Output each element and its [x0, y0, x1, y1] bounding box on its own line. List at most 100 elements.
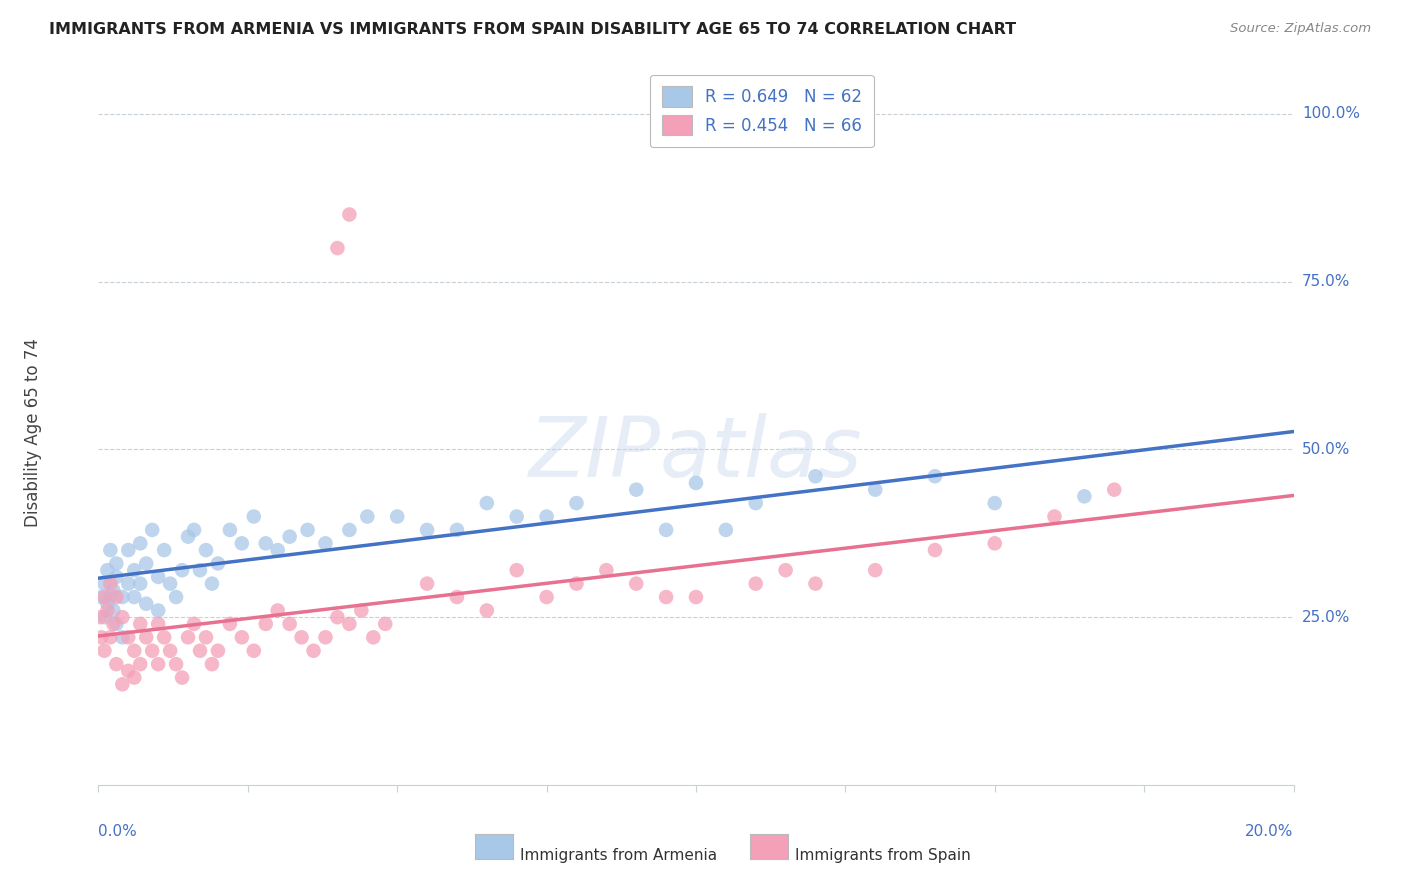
Point	[254, 536, 277, 550]
Point	[195, 543, 218, 558]
Point	[188, 644, 211, 658]
Point	[159, 576, 181, 591]
Point	[219, 523, 242, 537]
Point	[111, 677, 134, 691]
Point	[350, 603, 373, 617]
Point	[93, 644, 115, 658]
Point	[89, 610, 111, 624]
Point	[356, 509, 378, 524]
Text: Immigrants from Spain: Immigrants from Spain	[796, 848, 972, 863]
Point	[865, 483, 887, 497]
Point	[326, 610, 349, 624]
Point	[96, 603, 118, 617]
Point	[117, 576, 139, 591]
Point	[129, 576, 152, 591]
Text: 75.0%: 75.0%	[1302, 274, 1350, 289]
Text: IMMIGRANTS FROM ARMENIA VS IMMIGRANTS FROM SPAIN DISABILITY AGE 65 TO 74 CORRELA: IMMIGRANTS FROM ARMENIA VS IMMIGRANTS FR…	[49, 22, 1017, 37]
Point	[536, 590, 558, 604]
Text: 50.0%: 50.0%	[1302, 442, 1350, 457]
Point	[124, 563, 146, 577]
Point	[183, 523, 205, 537]
Text: ZIPatlas: ZIPatlas	[529, 413, 863, 494]
Point	[714, 523, 737, 537]
Point	[1043, 509, 1066, 524]
Point	[98, 576, 122, 591]
Point	[141, 523, 163, 537]
Point	[105, 657, 128, 672]
Point	[207, 557, 229, 571]
Point	[124, 671, 146, 685]
Point	[129, 616, 152, 631]
Point	[148, 616, 170, 631]
Legend: R = 0.649   N = 62, R = 0.454   N = 66: R = 0.649 N = 62, R = 0.454 N = 66	[650, 75, 873, 147]
Point	[374, 616, 396, 631]
Point	[103, 603, 125, 617]
Point	[278, 616, 301, 631]
Point	[243, 644, 266, 658]
Point	[165, 590, 187, 604]
Point	[105, 570, 128, 584]
Point	[159, 644, 181, 658]
Point	[1073, 489, 1095, 503]
Point	[655, 590, 678, 604]
Point	[117, 630, 139, 644]
Text: 20.0%: 20.0%	[1246, 824, 1294, 838]
Point	[96, 597, 118, 611]
Point	[177, 630, 200, 644]
Point	[153, 630, 176, 644]
Point	[219, 616, 242, 631]
Point	[195, 630, 218, 644]
Point	[148, 570, 170, 584]
Point	[135, 630, 157, 644]
Point	[297, 523, 319, 537]
Point	[153, 543, 176, 558]
Point	[291, 630, 314, 644]
Point	[416, 576, 439, 591]
Point	[93, 576, 115, 591]
Point	[188, 563, 211, 577]
Text: 25.0%: 25.0%	[1302, 609, 1350, 624]
Point	[565, 496, 588, 510]
Point	[385, 509, 409, 524]
Point	[172, 563, 194, 577]
Point	[148, 657, 170, 672]
Point	[93, 590, 115, 604]
Point	[595, 563, 617, 577]
Point	[90, 630, 112, 644]
Point	[231, 536, 253, 550]
Point	[984, 496, 1007, 510]
Point	[231, 630, 253, 644]
Point	[984, 536, 1007, 550]
Text: 0.0%: 0.0%	[98, 824, 138, 838]
Point	[111, 590, 134, 604]
Point	[302, 644, 325, 658]
Point	[745, 496, 768, 510]
Point	[315, 630, 337, 644]
Point	[172, 671, 194, 685]
Point	[117, 664, 139, 678]
Point	[775, 563, 797, 577]
Point	[103, 583, 125, 598]
Point	[201, 657, 224, 672]
Point	[536, 509, 558, 524]
Point	[626, 483, 648, 497]
Point	[446, 523, 468, 537]
Point	[924, 543, 946, 558]
Point	[416, 523, 439, 537]
Point	[96, 563, 118, 577]
Point	[90, 590, 112, 604]
Point	[339, 616, 361, 631]
Point	[183, 616, 205, 631]
Point	[865, 563, 887, 577]
Point	[111, 610, 134, 624]
Point	[141, 644, 163, 658]
Text: 100.0%: 100.0%	[1302, 106, 1360, 121]
Point	[124, 644, 146, 658]
Point	[685, 590, 707, 604]
Point	[506, 563, 529, 577]
Point	[135, 597, 157, 611]
Point	[98, 543, 122, 558]
Point	[129, 657, 152, 672]
Point	[111, 630, 134, 644]
Point	[685, 475, 707, 490]
